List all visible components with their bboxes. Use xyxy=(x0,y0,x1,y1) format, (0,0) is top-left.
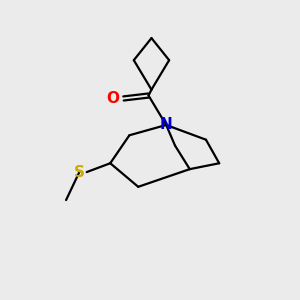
Text: O: O xyxy=(107,91,120,106)
Text: N: N xyxy=(160,118,172,133)
Text: S: S xyxy=(74,165,85,180)
